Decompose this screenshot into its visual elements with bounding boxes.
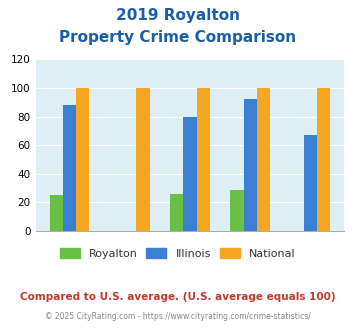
Bar: [63, 105, 76, 231]
Bar: [304, 135, 317, 231]
Text: Compared to U.S. average. (U.S. average equals 100): Compared to U.S. average. (U.S. average …: [20, 292, 335, 302]
Text: Property Crime Comparison: Property Crime Comparison: [59, 30, 296, 45]
Bar: [136, 88, 149, 231]
Text: © 2025 CityRating.com - https://www.cityrating.com/crime-statistics/: © 2025 CityRating.com - https://www.city…: [45, 312, 310, 321]
Bar: [257, 88, 270, 231]
Bar: [183, 116, 197, 231]
Legend: Royalton, Illinois, National: Royalton, Illinois, National: [55, 244, 300, 263]
Bar: [317, 88, 330, 231]
Bar: [76, 88, 89, 231]
Bar: [50, 195, 63, 231]
Bar: [230, 189, 244, 231]
Text: 2019 Royalton: 2019 Royalton: [115, 8, 240, 23]
Bar: [170, 194, 183, 231]
Bar: [244, 99, 257, 231]
Bar: [197, 88, 210, 231]
